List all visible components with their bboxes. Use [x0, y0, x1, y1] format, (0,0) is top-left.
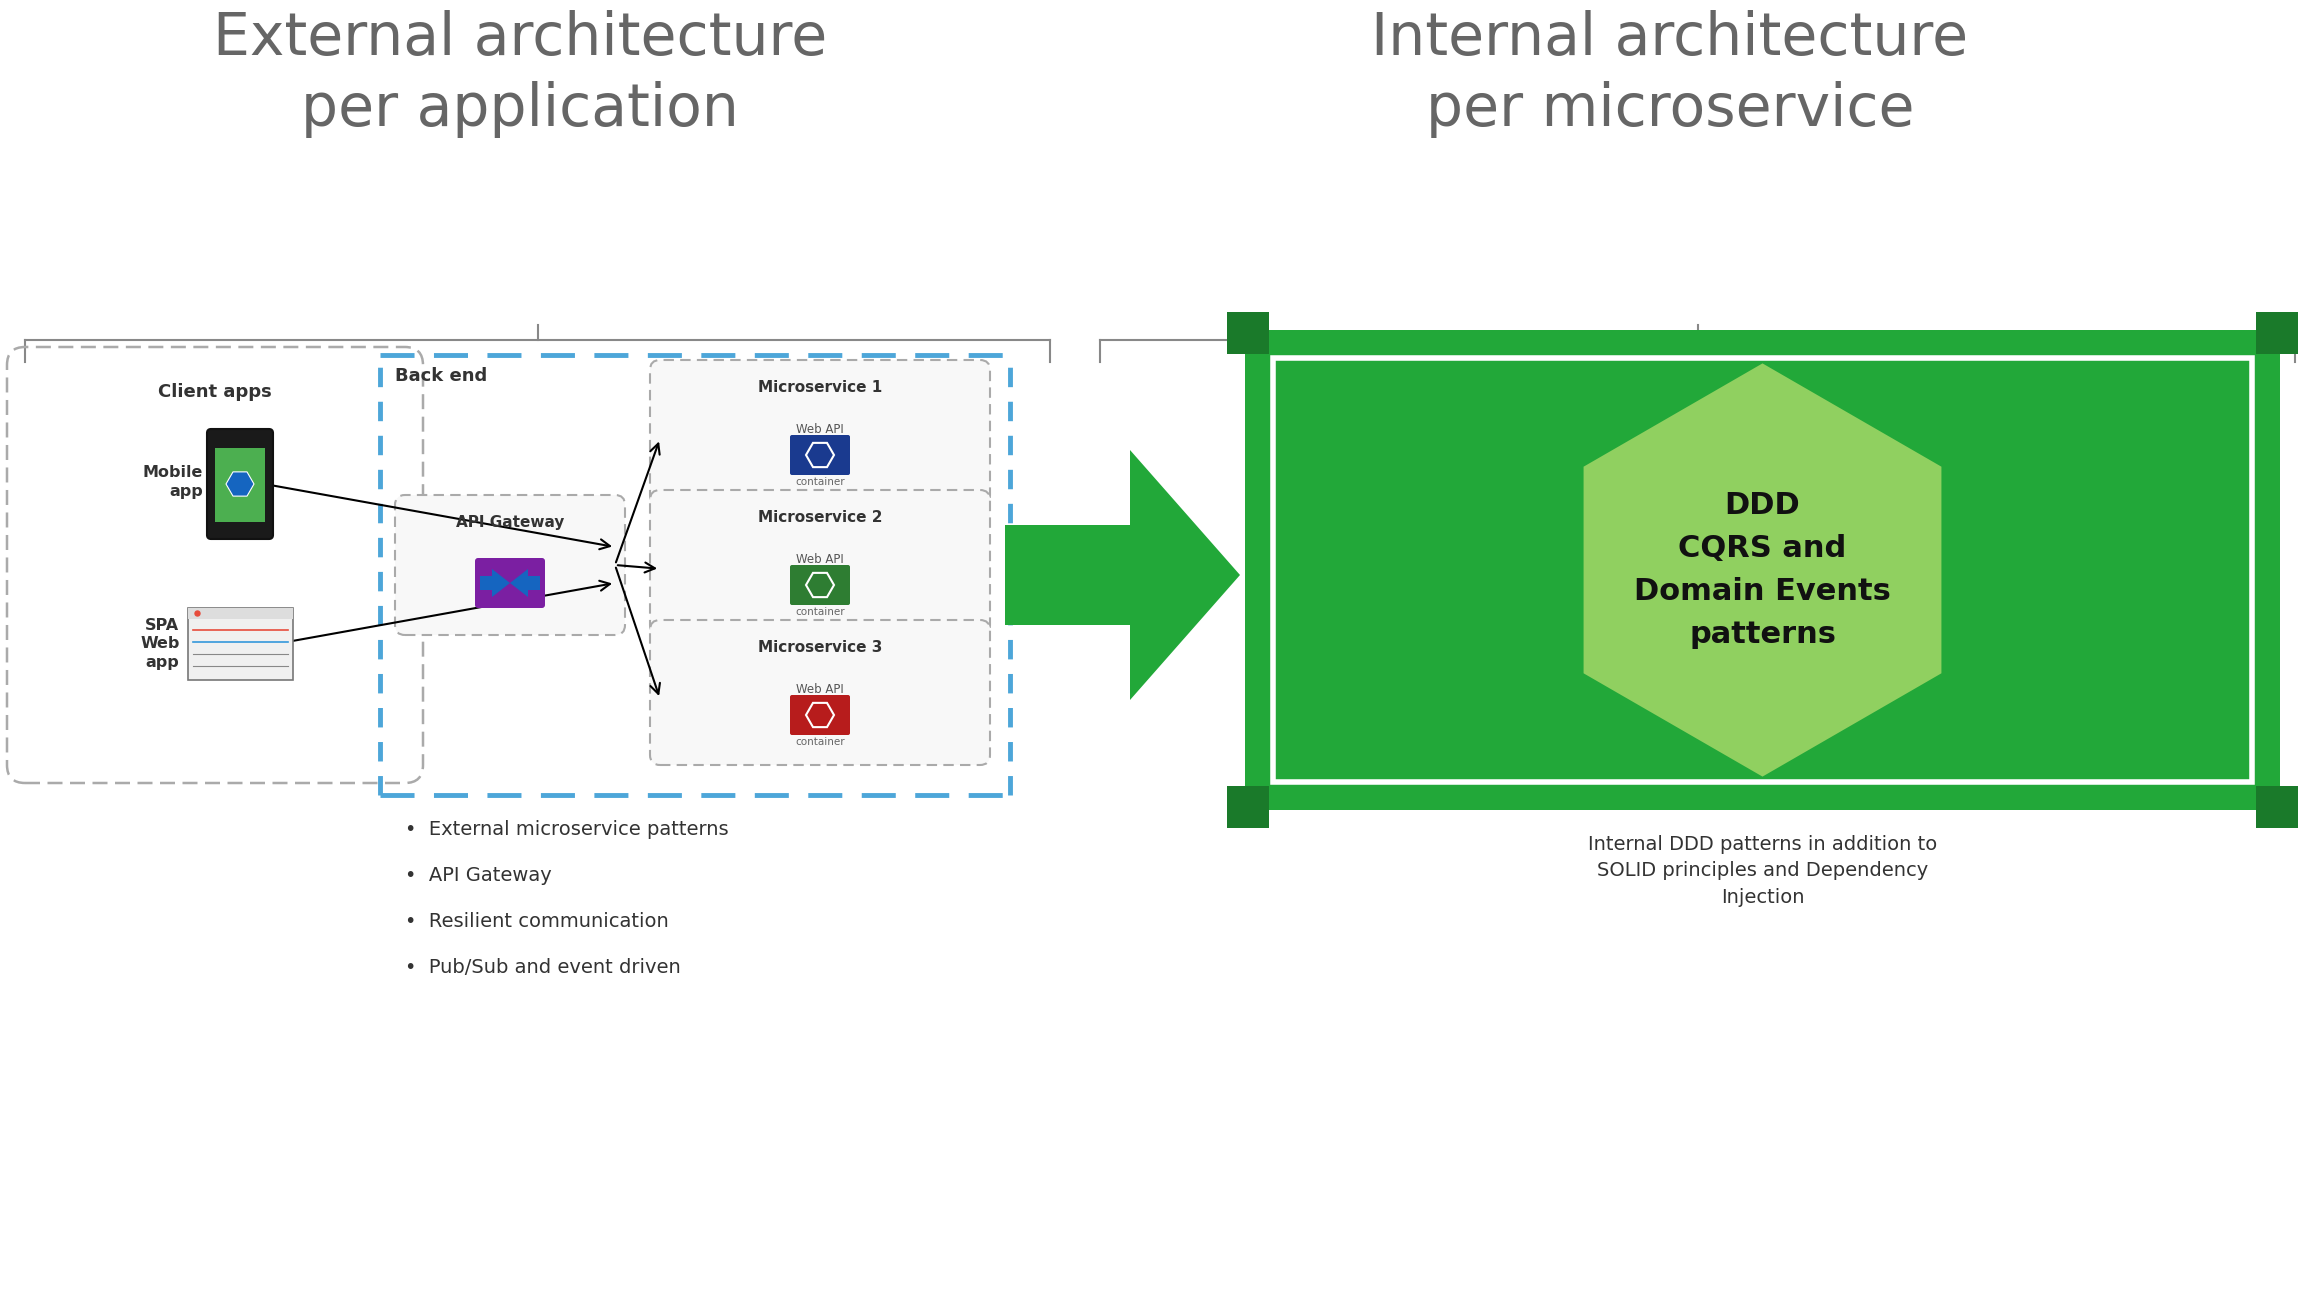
Polygon shape — [225, 471, 253, 496]
FancyBboxPatch shape — [789, 695, 849, 736]
Text: Internal DDD patterns in addition to
SOLID principles and Dependency
Injection: Internal DDD patterns in addition to SOL… — [1588, 835, 1938, 906]
FancyBboxPatch shape — [2256, 312, 2298, 354]
Text: •  API Gateway: • API Gateway — [404, 866, 552, 884]
FancyBboxPatch shape — [650, 360, 991, 505]
FancyBboxPatch shape — [216, 448, 265, 522]
Text: •  Pub/Sub and event driven: • Pub/Sub and event driven — [404, 958, 680, 976]
FancyBboxPatch shape — [476, 558, 545, 607]
Polygon shape — [1585, 365, 1940, 774]
Text: container: container — [796, 607, 845, 616]
FancyBboxPatch shape — [650, 620, 991, 765]
Text: container: container — [796, 737, 845, 747]
Polygon shape — [480, 569, 511, 597]
Text: Microservice 2: Microservice 2 — [757, 510, 882, 524]
Polygon shape — [511, 569, 541, 597]
Text: •  External microservice patterns: • External microservice patterns — [404, 820, 729, 839]
FancyBboxPatch shape — [650, 490, 991, 635]
Text: DDD
CQRS and
Domain Events
patterns: DDD CQRS and Domain Events patterns — [1634, 491, 1892, 649]
Text: Web API: Web API — [796, 423, 845, 436]
FancyBboxPatch shape — [789, 565, 849, 605]
FancyBboxPatch shape — [789, 435, 849, 475]
FancyBboxPatch shape — [188, 607, 292, 619]
FancyBboxPatch shape — [1228, 786, 1270, 828]
Text: External architecture
per application: External architecture per application — [214, 10, 826, 137]
FancyBboxPatch shape — [2256, 786, 2298, 828]
Text: Web API: Web API — [796, 553, 845, 566]
FancyBboxPatch shape — [207, 429, 274, 539]
Circle shape — [195, 611, 200, 616]
Text: SPA
Web
app: SPA Web app — [139, 618, 179, 670]
FancyBboxPatch shape — [395, 495, 624, 635]
FancyBboxPatch shape — [188, 607, 292, 680]
Text: Mobile
app: Mobile app — [142, 465, 202, 499]
FancyBboxPatch shape — [1244, 330, 2279, 809]
FancyBboxPatch shape — [1272, 357, 2251, 782]
Text: Microservice 3: Microservice 3 — [759, 640, 882, 655]
FancyBboxPatch shape — [1228, 312, 1270, 354]
Text: Microservice 1: Microservice 1 — [759, 379, 882, 395]
Text: •  Resilient communication: • Resilient communication — [404, 912, 668, 931]
Polygon shape — [1005, 449, 1239, 701]
Text: Web API: Web API — [796, 682, 845, 695]
Text: Back end: Back end — [395, 366, 487, 385]
Text: Client apps: Client apps — [158, 383, 272, 401]
Text: container: container — [796, 477, 845, 487]
Text: Internal architecture
per microservice: Internal architecture per microservice — [1372, 10, 1968, 137]
Text: API Gateway: API Gateway — [455, 515, 564, 530]
